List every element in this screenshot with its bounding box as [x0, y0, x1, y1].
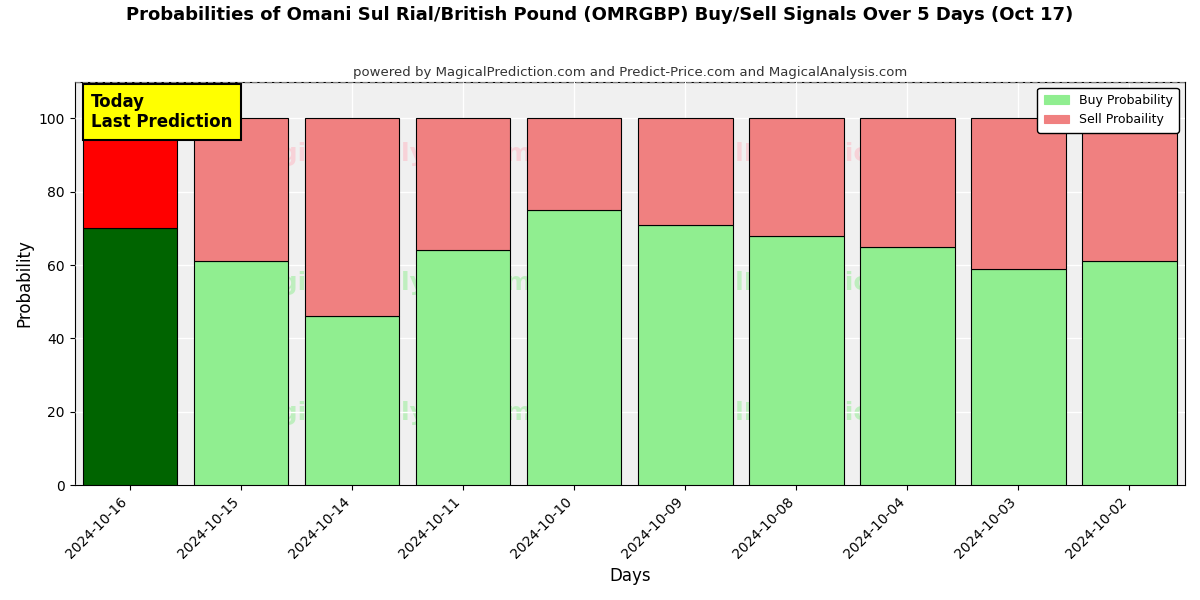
- Bar: [416, 118, 510, 250]
- Bar: [194, 118, 288, 262]
- Text: MagicalPrediction.com: MagicalPrediction.com: [636, 271, 958, 295]
- X-axis label: Days: Days: [610, 567, 650, 585]
- Bar: [305, 316, 400, 485]
- Bar: [638, 224, 732, 485]
- Bar: [194, 262, 288, 485]
- Text: Today
Last Prediction: Today Last Prediction: [91, 92, 233, 131]
- Text: MagicalAnalysis.com: MagicalAnalysis.com: [239, 401, 533, 425]
- Bar: [1082, 118, 1177, 262]
- Text: MagicalAnalysis.com: MagicalAnalysis.com: [239, 271, 533, 295]
- Bar: [749, 236, 844, 485]
- Bar: [527, 210, 622, 485]
- Bar: [305, 118, 400, 316]
- Text: MagicalAnalysis.com: MagicalAnalysis.com: [239, 142, 533, 166]
- Bar: [527, 118, 622, 210]
- Text: MagicalPrediction.com: MagicalPrediction.com: [636, 401, 958, 425]
- Bar: [1082, 262, 1177, 485]
- Bar: [971, 269, 1066, 485]
- Bar: [83, 118, 178, 229]
- Y-axis label: Probability: Probability: [16, 239, 34, 327]
- Bar: [638, 118, 732, 224]
- Text: MagicalPrediction.com: MagicalPrediction.com: [636, 142, 958, 166]
- Bar: [860, 247, 955, 485]
- Text: Probabilities of Omani Sul Rial/British Pound (OMRGBP) Buy/Sell Signals Over 5 D: Probabilities of Omani Sul Rial/British …: [126, 6, 1074, 24]
- Title: powered by MagicalPrediction.com and Predict-Price.com and MagicalAnalysis.com: powered by MagicalPrediction.com and Pre…: [353, 66, 907, 79]
- Bar: [83, 229, 178, 485]
- Bar: [749, 118, 844, 236]
- Bar: [416, 250, 510, 485]
- Legend: Buy Probability, Sell Probaility: Buy Probability, Sell Probaility: [1037, 88, 1178, 133]
- Bar: [860, 118, 955, 247]
- Bar: [971, 118, 1066, 269]
